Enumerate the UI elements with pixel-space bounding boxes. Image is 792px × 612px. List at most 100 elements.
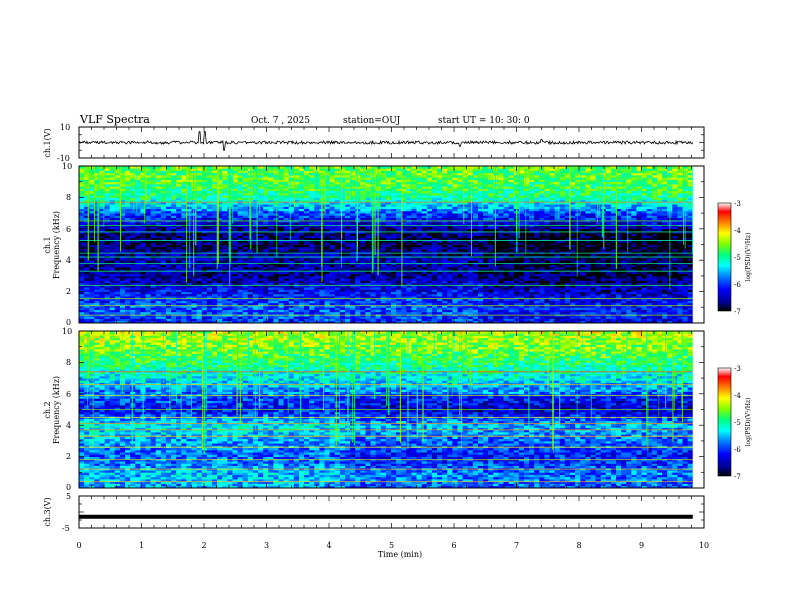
ch1-spec-cell — [79, 172, 85, 176]
ch1-spec-cell — [196, 282, 203, 286]
ch1-spec-cell — [411, 273, 417, 277]
ch1-spec-cell — [155, 201, 162, 205]
ch1-spec-cell — [242, 166, 249, 169]
ch1-spec-cell — [278, 264, 284, 268]
ch1-spec-cell — [298, 210, 305, 214]
ch1-spec-cell — [360, 262, 366, 266]
ch1-spec-cell — [171, 291, 177, 295]
ch1-spec-cell — [145, 195, 151, 198]
ch1-spec-cell — [181, 192, 187, 196]
ch1-spec-cell — [298, 269, 305, 272]
ch1-spec-cell — [119, 206, 126, 210]
ch1-spec-cell — [145, 217, 151, 221]
ch1-spec-cell — [268, 183, 274, 187]
ch1-spec-cell — [145, 318, 151, 322]
ch1-spec-cell — [114, 183, 121, 187]
ch1-spec-cell — [181, 210, 187, 214]
ch1-spec-cell — [135, 273, 141, 277]
ch1-spec-cell — [288, 208, 295, 212]
ch1-spec-cell — [99, 275, 105, 279]
ch1-spec-cell — [355, 179, 361, 183]
ch1-spec-cell — [119, 228, 126, 232]
ch1-spec-cell — [94, 226, 100, 230]
ch1-spec-cell — [268, 199, 274, 203]
ch1-spec-cell — [130, 280, 136, 284]
ch1-spec-cell — [84, 237, 90, 241]
ch1-spec-cell — [344, 201, 351, 205]
ch1-spec-cell — [293, 307, 300, 310]
ch1-spec-cell — [396, 257, 402, 261]
ch1-spec-cell — [350, 222, 356, 225]
ch1-spec-cell — [421, 233, 428, 236]
ch1-spec-cell — [396, 264, 402, 268]
ch1-spec-cell — [145, 284, 151, 288]
ch1-spec-cell — [247, 298, 254, 301]
ch1-spec-cell — [201, 257, 208, 261]
ch1-spec-cell — [211, 179, 218, 183]
ch1-spec-cell — [360, 231, 366, 234]
ch1-spec-cell — [339, 287, 346, 290]
ch1-spec-cell — [237, 266, 244, 270]
ch1-spec-cell — [344, 228, 351, 232]
ch1-spec-cell — [84, 273, 90, 277]
ch1-spec-cell — [339, 253, 346, 257]
ch1-spec-cell — [89, 235, 95, 239]
ch1-spec-cell — [109, 181, 116, 185]
ch1-spec-cell — [79, 179, 85, 183]
ch1-spec-cell — [130, 260, 136, 263]
ch1-spec-cell — [324, 222, 331, 225]
ch1-spec-cell — [355, 311, 361, 315]
ch1-spec-cell — [140, 206, 146, 210]
ch1-spec-cell — [283, 179, 290, 183]
ch1-spec-cell — [160, 278, 167, 281]
ch1-spec-cell — [206, 170, 213, 174]
ch1-spec-cell — [365, 174, 371, 178]
ch1-spec-cell — [396, 289, 402, 292]
ch1-spec-cell — [84, 291, 90, 295]
ch1-spec-cell — [99, 172, 105, 176]
ch1-spec-cell — [114, 174, 121, 178]
ch1-spec-cell — [344, 248, 351, 252]
ch1-spec-cell — [298, 280, 305, 284]
ch1-spec-cell — [324, 213, 331, 216]
ch1-spec-cell — [334, 293, 341, 297]
ch1-spec-cell — [304, 246, 310, 250]
ch1-spec-cell — [145, 316, 151, 319]
ch1-spec-cell — [84, 284, 90, 288]
ch1-spec-cell — [79, 293, 85, 297]
ch1-spec-cell — [140, 228, 146, 232]
ch1-spec-cell — [268, 174, 274, 178]
ch1-spec-cell — [165, 188, 172, 192]
ch1-spec-cell — [339, 282, 346, 286]
ch1-spec-cell — [119, 201, 126, 205]
ch1-spec-cell — [150, 179, 157, 183]
ch1-spec-cell — [160, 262, 167, 266]
ch1-spec-cell — [181, 206, 187, 210]
ch1-spec-cell — [344, 172, 351, 176]
ch1-spec-cell — [293, 273, 300, 277]
ch1-spec-cell — [84, 190, 90, 194]
ch1-spec-cell — [135, 271, 141, 275]
ch1-spec-cell — [283, 188, 290, 192]
ch1-spec-cell — [165, 242, 172, 245]
ch1-spec-cell — [155, 282, 162, 286]
ch1-spec-cell — [160, 168, 167, 171]
ch1-spec-cell — [171, 302, 177, 306]
ch1-spec-cell — [334, 195, 341, 198]
ch1-spec-cell — [109, 316, 116, 319]
ch1-spec-cell — [247, 264, 254, 268]
ch1-spec-cell — [442, 311, 448, 315]
ch1-spec-cell — [160, 174, 167, 178]
ch1-spec-cell — [324, 309, 331, 313]
ch1-spec-cell — [339, 186, 346, 189]
ch1-spec-cell — [160, 231, 167, 234]
ch1-spec-cell — [268, 318, 274, 322]
ch1-spec-cell — [181, 242, 187, 245]
ch1-spec-cell — [145, 300, 151, 304]
ch1-spec-cell — [309, 318, 315, 322]
ch1-spec-cell — [140, 215, 146, 218]
ch1-spec-cell — [309, 293, 315, 297]
ch1-spec-cell — [211, 170, 218, 174]
ch1-spec-cell — [150, 253, 157, 257]
ch1-spec-cell — [84, 305, 90, 308]
